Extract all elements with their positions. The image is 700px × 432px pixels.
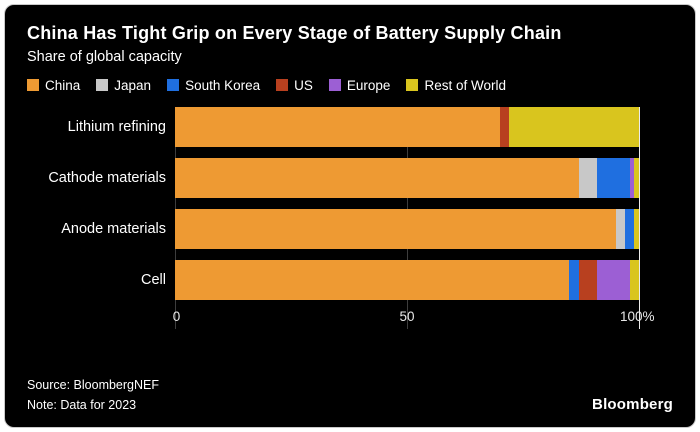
bar-row: Lithium refining xyxy=(27,106,673,147)
bar-segment-china xyxy=(175,259,570,300)
bar-segment-south-korea xyxy=(569,259,579,300)
legend-swatch xyxy=(276,79,289,92)
stacked-bar xyxy=(175,106,639,147)
legend-label: South Korea xyxy=(185,77,261,93)
legend-swatch xyxy=(27,79,39,92)
legend-swatch xyxy=(406,79,419,92)
bar-row: Cathode materials xyxy=(27,157,673,198)
bar-segment-japan xyxy=(578,157,598,198)
source-note: Source: BloombergNEF xyxy=(27,378,160,393)
legend-item-rest-of-world: Rest of World xyxy=(406,78,506,93)
x-tick-50: 50 xyxy=(399,308,415,324)
bar-segment-europe xyxy=(597,259,630,300)
category-label: Cathode materials xyxy=(48,169,166,186)
legend-swatch xyxy=(167,79,180,92)
bloomberg-logo: Bloomberg xyxy=(592,396,673,413)
stacked-bar xyxy=(175,259,639,300)
category-label: Lithium refining xyxy=(67,118,166,135)
legend-swatch xyxy=(328,79,341,92)
bar-segment-china xyxy=(175,208,616,249)
bar-segment-europe xyxy=(629,157,635,198)
category-label: Cell xyxy=(141,271,166,288)
bar-segment-rest-of-world xyxy=(634,208,639,249)
chart-footer: Source: BloombergNEF Note: Data for 2023… xyxy=(27,370,673,415)
legend-item-china: China xyxy=(27,78,80,93)
gridline-100 xyxy=(639,106,640,329)
x-axis: 0 50 100% xyxy=(172,308,655,329)
bar-segment-rest-of-world xyxy=(634,157,639,198)
chart-rows: Lithium refining Cathode materials Anode m… xyxy=(27,106,673,300)
chart-legend: China Japan South Korea US Europe Rest of Wor… xyxy=(27,78,673,93)
chart-panel: China Has Tight Grip on Every Stage of B… xyxy=(4,4,696,428)
chart-subtitle: Share of global capacity xyxy=(27,48,182,65)
footnotes: Source: BloombergNEF Note: Data for 2023 xyxy=(27,376,159,415)
bar-row: Anode materials xyxy=(27,208,673,249)
category-label: Anode materials xyxy=(61,220,166,237)
legend-label: Europe xyxy=(346,77,391,93)
legend-item-south-korea: South Korea xyxy=(167,78,260,93)
chart-title: China Has Tight Grip on Every Stage of B… xyxy=(27,23,562,43)
legend-label: Japan xyxy=(114,77,152,93)
chart-area: Lithium refining Cathode materials Anode m… xyxy=(27,106,673,329)
x-tick-0: 0 xyxy=(172,308,181,324)
legend-label: China xyxy=(45,77,81,93)
legend-label: US xyxy=(294,77,313,93)
bar-segment-us xyxy=(578,259,598,300)
bar-segment-china xyxy=(175,157,579,198)
bar-segment-rest-of-world xyxy=(629,259,639,300)
bar-segment-china xyxy=(175,106,500,147)
bar-segment-japan xyxy=(615,208,626,249)
legend-swatch xyxy=(96,79,109,92)
bar-segment-south-korea xyxy=(597,157,630,198)
legend-item-us: US xyxy=(276,78,313,93)
x-tick-100: 100% xyxy=(620,308,655,324)
bar-segment-south-korea xyxy=(625,208,635,249)
legend-item-japan: Japan xyxy=(96,78,151,93)
data-note: Note: Data for 2023 xyxy=(27,397,137,412)
bar-segment-us xyxy=(499,106,510,147)
legend-item-europe: Europe xyxy=(328,77,391,93)
stacked-bar xyxy=(175,157,639,198)
stacked-bar xyxy=(175,208,639,249)
bar-row: Cell xyxy=(27,259,673,300)
bar-segment-rest-of-world xyxy=(509,106,639,147)
legend-label: Rest of World xyxy=(424,77,506,93)
